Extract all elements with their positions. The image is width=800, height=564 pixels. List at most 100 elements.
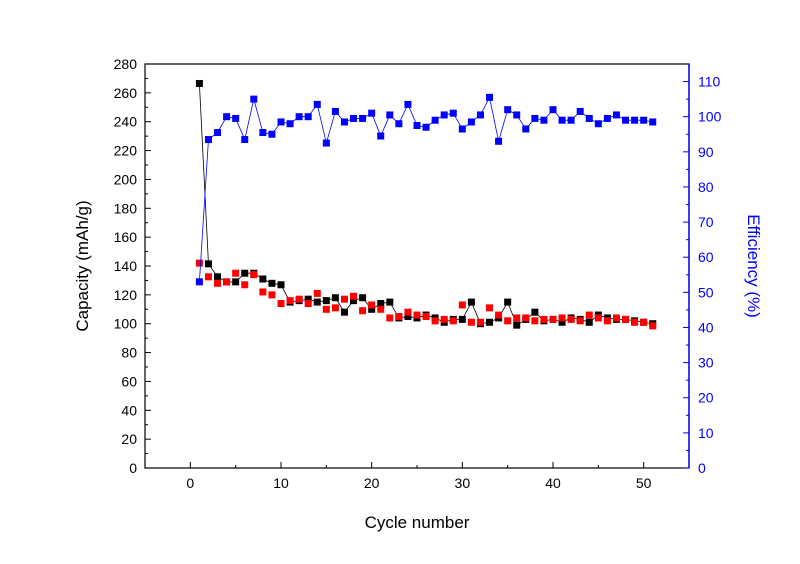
efficiency-blue-point — [549, 106, 557, 114]
capacity-red-point — [195, 259, 203, 267]
capacity-red-point — [431, 317, 439, 325]
efficiency-blue-point — [359, 114, 367, 122]
efficiency-blue-point — [558, 116, 566, 124]
capacity-red-point — [531, 317, 539, 325]
capacity-red-point — [549, 315, 557, 323]
capacity-red-point — [495, 311, 503, 319]
capacity-red-point — [259, 288, 267, 296]
efficiency-blue-point — [603, 114, 611, 122]
efficiency-blue-point — [223, 113, 231, 121]
y2-tick-label: 90 — [698, 144, 714, 160]
y2-tick-label: 110 — [698, 74, 721, 90]
efficiency-blue-point — [232, 114, 240, 122]
capacity-red-point — [268, 291, 276, 299]
capacity-black-point — [558, 318, 566, 326]
capacity-red-point — [622, 315, 630, 323]
efficiency-blue-point — [395, 120, 403, 128]
capacity-red-point — [204, 273, 212, 281]
efficiency-blue-point — [440, 111, 448, 119]
efficiency-blue-point — [649, 118, 657, 126]
efficiency-blue-point — [567, 116, 575, 124]
y-axis-title: Capacity (mAh/g) — [73, 200, 92, 331]
x-tick-label: 20 — [364, 475, 380, 491]
efficiency-blue-point — [594, 120, 602, 128]
capacity-red-point — [631, 318, 639, 326]
capacity-red-point — [241, 281, 249, 289]
capacity-black-point — [195, 79, 203, 87]
y2-tick-label: 10 — [698, 425, 714, 441]
capacity-red-point — [649, 322, 657, 330]
capacity-red-point — [422, 313, 430, 320]
efficiency-blue-point — [386, 111, 394, 119]
capacity-black-point — [304, 295, 312, 303]
efficiency-blue-point — [413, 121, 421, 129]
efficiency-blue-point — [476, 111, 484, 119]
y-tick-label: 220 — [114, 143, 138, 159]
capacity-black-point — [467, 298, 475, 306]
y2-tick-label: 70 — [698, 214, 714, 230]
x-tick-label: 40 — [545, 475, 561, 491]
capacity-red-point — [440, 315, 448, 323]
efficiency-blue-point — [431, 116, 439, 124]
y-tick-label: 40 — [121, 402, 137, 418]
capacity-red-point — [322, 305, 330, 313]
capacity-red-point — [286, 297, 294, 305]
efficiency-blue-point — [631, 116, 639, 124]
y-tick-label: 80 — [121, 345, 137, 361]
y2-tick-label: 60 — [698, 249, 714, 265]
efficiency-blue-point — [449, 109, 457, 117]
capacity-red-point — [449, 317, 457, 325]
x-tick-label: 10 — [273, 475, 289, 491]
capacity-red-point — [232, 269, 240, 277]
capacity-red-point — [486, 304, 494, 312]
efficiency-blue-point — [531, 114, 539, 122]
capacity-red-point — [313, 289, 321, 297]
capacity-red-point — [476, 318, 484, 326]
capacity-black-point — [331, 294, 339, 302]
efficiency-blue-point — [250, 95, 258, 103]
capacity-red-point — [558, 314, 566, 322]
capacity-black-line — [199, 83, 653, 326]
capacity-red-point — [395, 313, 403, 320]
capacity-black-point — [214, 273, 222, 281]
y-tick-label: 0 — [129, 460, 137, 476]
capacity-black-point — [268, 279, 276, 287]
capacity-red-point — [250, 271, 258, 279]
efficiency-blue-point — [458, 125, 466, 133]
efficiency-blue-point — [612, 111, 620, 119]
capacity-black-point — [241, 269, 249, 277]
capacity-black-point — [513, 321, 521, 329]
y-tick-label: 100 — [114, 316, 138, 332]
capacity-black-point — [386, 298, 394, 306]
capacity-black-point — [585, 318, 593, 326]
efficiency-blue-point — [268, 130, 276, 138]
capacity-red-point — [458, 301, 466, 309]
capacity-red-point — [377, 305, 385, 313]
y-tick-label: 280 — [114, 56, 138, 72]
capacity-red-point — [594, 314, 602, 322]
x-tick-label: 50 — [636, 475, 652, 491]
y2-tick-label: 20 — [698, 390, 714, 406]
capacity-red-point — [368, 301, 376, 309]
capacity-black-point — [322, 297, 330, 305]
y2-tick-label: 100 — [698, 109, 722, 125]
capacity-red-point — [513, 314, 521, 322]
capacity-red-point — [331, 304, 339, 312]
efficiency-blue-point — [513, 111, 521, 119]
efficiency-blue-point — [195, 278, 203, 286]
capacity-red-point — [576, 317, 584, 325]
capacity-black-point — [531, 308, 539, 316]
capacity-black-point — [458, 315, 466, 323]
efficiency-blue-point — [522, 125, 530, 133]
y-tick-label: 240 — [114, 114, 138, 130]
capacity-red-point — [603, 317, 611, 325]
capacity-red-point — [359, 307, 367, 315]
capacity-black-point — [404, 313, 412, 320]
efficiency-blue-point — [241, 136, 249, 144]
capacity-black-point — [359, 294, 367, 302]
efficiency-blue-point — [350, 114, 358, 122]
efficiency-blue-point — [576, 107, 584, 115]
y2-tick-label: 80 — [698, 179, 714, 195]
capacity-red-point — [567, 315, 575, 323]
